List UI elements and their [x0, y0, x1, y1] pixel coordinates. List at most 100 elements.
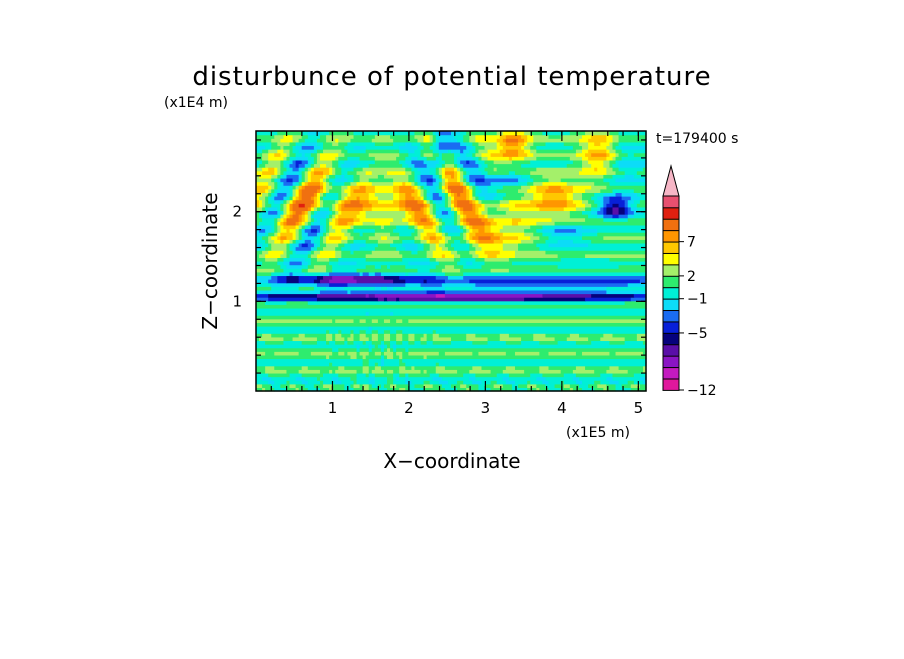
field-cell [429, 199, 434, 204]
field-cell [545, 188, 565, 193]
field-cell [414, 224, 419, 230]
field-cell [399, 159, 406, 165]
field-cell [408, 224, 416, 230]
colorbar-bin [662, 355, 680, 369]
field-cell [365, 149, 400, 154]
field-cell [472, 145, 476, 150]
field-cell [365, 188, 376, 193]
field-cell [606, 203, 614, 208]
field-cell [292, 181, 297, 186]
field-cell [259, 246, 266, 251]
field-cell [408, 383, 416, 388]
field-cell [374, 134, 391, 139]
field-cell [411, 232, 419, 237]
field-cell [487, 156, 510, 161]
field-cell [292, 242, 300, 248]
field-cell [536, 387, 540, 392]
field-cell [274, 228, 278, 233]
field-cell [463, 181, 467, 186]
field-cell [518, 149, 525, 154]
field-cell [466, 261, 473, 266]
field-cell [271, 138, 281, 143]
colorbar-bin [662, 298, 680, 312]
field-cell [417, 138, 425, 143]
field-cell [603, 235, 647, 240]
field-cell [588, 383, 598, 388]
field-cell [329, 224, 333, 230]
field-cell [527, 387, 537, 392]
field-cell [380, 224, 385, 230]
field-cell [280, 235, 288, 240]
field-cell [408, 149, 416, 154]
field-cell [633, 199, 641, 204]
field-cell [298, 333, 306, 338]
field-cell [432, 177, 437, 183]
field-cell [511, 159, 531, 165]
field-cell [414, 170, 422, 175]
field-cell [502, 242, 519, 248]
field-cell [481, 246, 504, 251]
field-cell [289, 383, 297, 388]
field-cell [420, 149, 434, 154]
field-cell [633, 214, 647, 219]
field-cell [338, 214, 358, 219]
field-cell [502, 224, 531, 230]
field-cell [371, 203, 400, 208]
field-cell [606, 206, 614, 212]
field-cell [393, 311, 647, 316]
field-cell [310, 170, 315, 175]
field-cell [313, 149, 318, 154]
field-cell [368, 199, 379, 204]
field-cell [624, 336, 638, 342]
field-cell [329, 174, 336, 179]
field-cell [256, 261, 263, 266]
field-cell [310, 221, 315, 226]
field-cell [399, 192, 406, 197]
field-cell [387, 354, 394, 360]
field-cell [466, 232, 470, 237]
field-cell [536, 185, 550, 190]
field-cell [444, 286, 473, 291]
field-cell [259, 199, 263, 204]
x-unit-label: (x1E5 m) [566, 425, 630, 441]
field-cell [344, 232, 352, 237]
field-cell [271, 188, 275, 193]
field-cell [341, 210, 361, 215]
field-cell [594, 369, 607, 374]
field-cell [304, 170, 309, 175]
field-cell [268, 210, 278, 215]
field-cell [411, 181, 416, 186]
field-cell [438, 214, 452, 219]
field-cell [502, 185, 522, 190]
field-cell [612, 372, 635, 378]
field-cell [463, 275, 647, 280]
field-cell [624, 199, 629, 204]
field-cell [390, 329, 397, 334]
field-cell [502, 239, 522, 244]
field-cell [487, 217, 495, 222]
field-cell [295, 239, 300, 244]
field-cell [417, 268, 431, 273]
field-cell [286, 214, 291, 219]
field-cell [405, 203, 425, 208]
field-cell [530, 159, 574, 165]
field-cell [359, 318, 367, 323]
field-cell [621, 145, 647, 150]
field-cell [256, 293, 269, 298]
field-cell [411, 185, 416, 190]
field-cell [469, 376, 476, 381]
field-cell [548, 185, 562, 190]
field-cell [301, 188, 318, 193]
field-cell [310, 167, 315, 172]
field-cell [380, 344, 385, 349]
field-cell [371, 206, 400, 212]
field-cell [332, 217, 336, 222]
field-cell [612, 167, 620, 172]
field-cell [460, 163, 464, 168]
field-cell [368, 383, 373, 388]
field-cell [335, 228, 342, 233]
field-cell [511, 156, 525, 161]
field-cell [374, 380, 388, 385]
field-cell [371, 344, 376, 349]
field-cell [362, 365, 370, 370]
